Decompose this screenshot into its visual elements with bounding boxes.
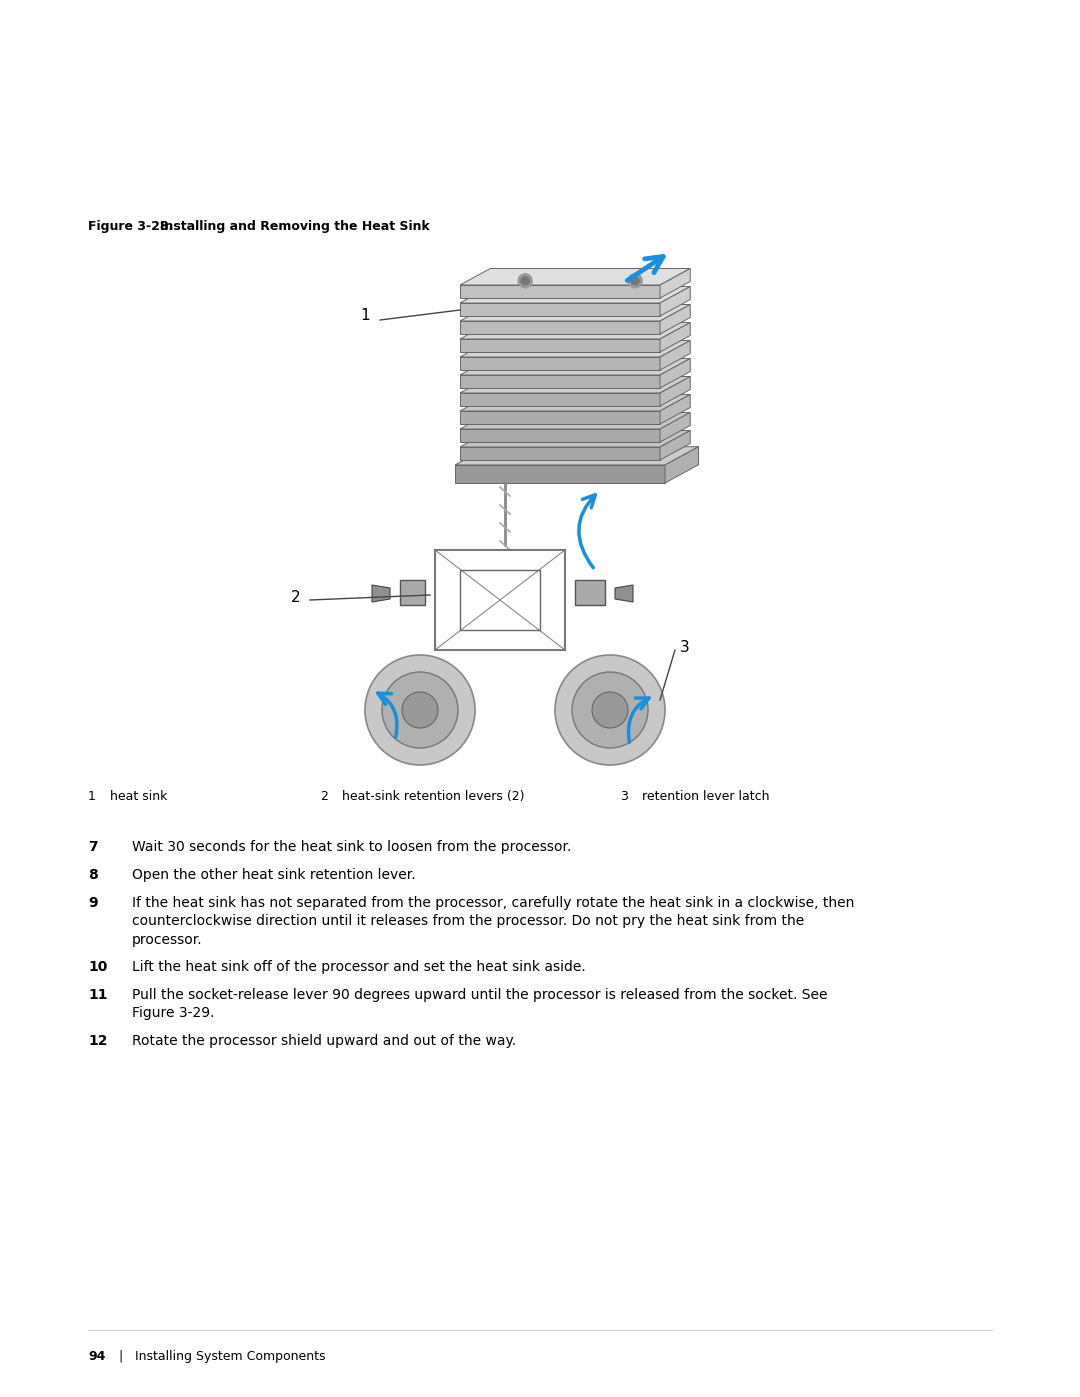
Circle shape [555,655,665,766]
Polygon shape [460,377,690,393]
Circle shape [522,277,529,285]
Polygon shape [372,585,390,602]
Polygon shape [460,285,660,298]
Text: If the heat sink has not separated from the processor, carefully rotate the heat: If the heat sink has not separated from … [132,895,854,947]
Polygon shape [460,305,690,321]
Polygon shape [460,268,690,285]
Polygon shape [460,303,660,316]
Text: 3: 3 [620,789,627,803]
Polygon shape [460,321,660,334]
Circle shape [592,692,627,728]
Text: 94: 94 [87,1350,106,1363]
Polygon shape [460,359,690,374]
Text: retention lever latch: retention lever latch [642,789,769,803]
Text: 3: 3 [680,640,690,655]
Text: Wait 30 seconds for the heat sink to loosen from the processor.: Wait 30 seconds for the heat sink to loo… [132,840,571,854]
Circle shape [365,655,475,766]
Polygon shape [460,358,660,370]
Polygon shape [660,377,690,407]
Polygon shape [660,286,690,316]
Text: 2: 2 [291,591,300,605]
Polygon shape [460,411,660,425]
Polygon shape [455,447,699,465]
Polygon shape [660,412,690,441]
Polygon shape [660,268,690,298]
Text: 8: 8 [87,868,98,882]
Text: 1: 1 [87,789,96,803]
Text: 7: 7 [87,840,97,854]
FancyArrowPatch shape [579,495,595,567]
Polygon shape [660,305,690,334]
Text: heat sink: heat sink [110,789,167,803]
Text: 10: 10 [87,960,107,974]
Polygon shape [400,580,426,605]
Polygon shape [660,430,690,460]
Text: Installing and Removing the Heat Sink: Installing and Removing the Heat Sink [160,219,430,233]
Polygon shape [660,341,690,370]
Polygon shape [460,447,660,460]
Text: Figure 3-28.: Figure 3-28. [87,219,173,233]
Text: Lift the heat sink off of the processor and set the heat sink aside.: Lift the heat sink off of the processor … [132,960,585,974]
Text: 11: 11 [87,988,108,1002]
Text: 1: 1 [361,309,370,324]
Text: 2: 2 [320,789,328,803]
Polygon shape [460,341,690,358]
Text: Open the other heat sink retention lever.: Open the other heat sink retention lever… [132,868,416,882]
Polygon shape [460,374,660,388]
Text: heat-sink retention levers (2): heat-sink retention levers (2) [342,789,525,803]
Polygon shape [460,286,690,303]
Polygon shape [460,429,660,441]
Circle shape [572,672,648,747]
Polygon shape [455,465,665,483]
Polygon shape [460,394,690,411]
Polygon shape [665,447,699,483]
Text: |: | [118,1350,122,1363]
Polygon shape [615,585,633,602]
Circle shape [629,274,643,288]
Text: 12: 12 [87,1034,108,1048]
Polygon shape [460,323,690,339]
Circle shape [402,692,438,728]
Polygon shape [460,393,660,407]
Polygon shape [575,580,605,605]
Polygon shape [660,394,690,425]
Polygon shape [660,359,690,388]
Text: 9: 9 [87,895,97,909]
Polygon shape [460,412,690,429]
Text: Rotate the processor shield upward and out of the way.: Rotate the processor shield upward and o… [132,1034,516,1048]
Text: Pull the socket-release lever 90 degrees upward until the processor is released : Pull the socket-release lever 90 degrees… [132,988,827,1020]
Text: Installing System Components: Installing System Components [135,1350,325,1363]
Circle shape [518,274,532,288]
Polygon shape [660,323,690,352]
Circle shape [382,672,458,747]
Polygon shape [460,430,690,447]
Polygon shape [460,339,660,352]
Circle shape [631,277,639,285]
